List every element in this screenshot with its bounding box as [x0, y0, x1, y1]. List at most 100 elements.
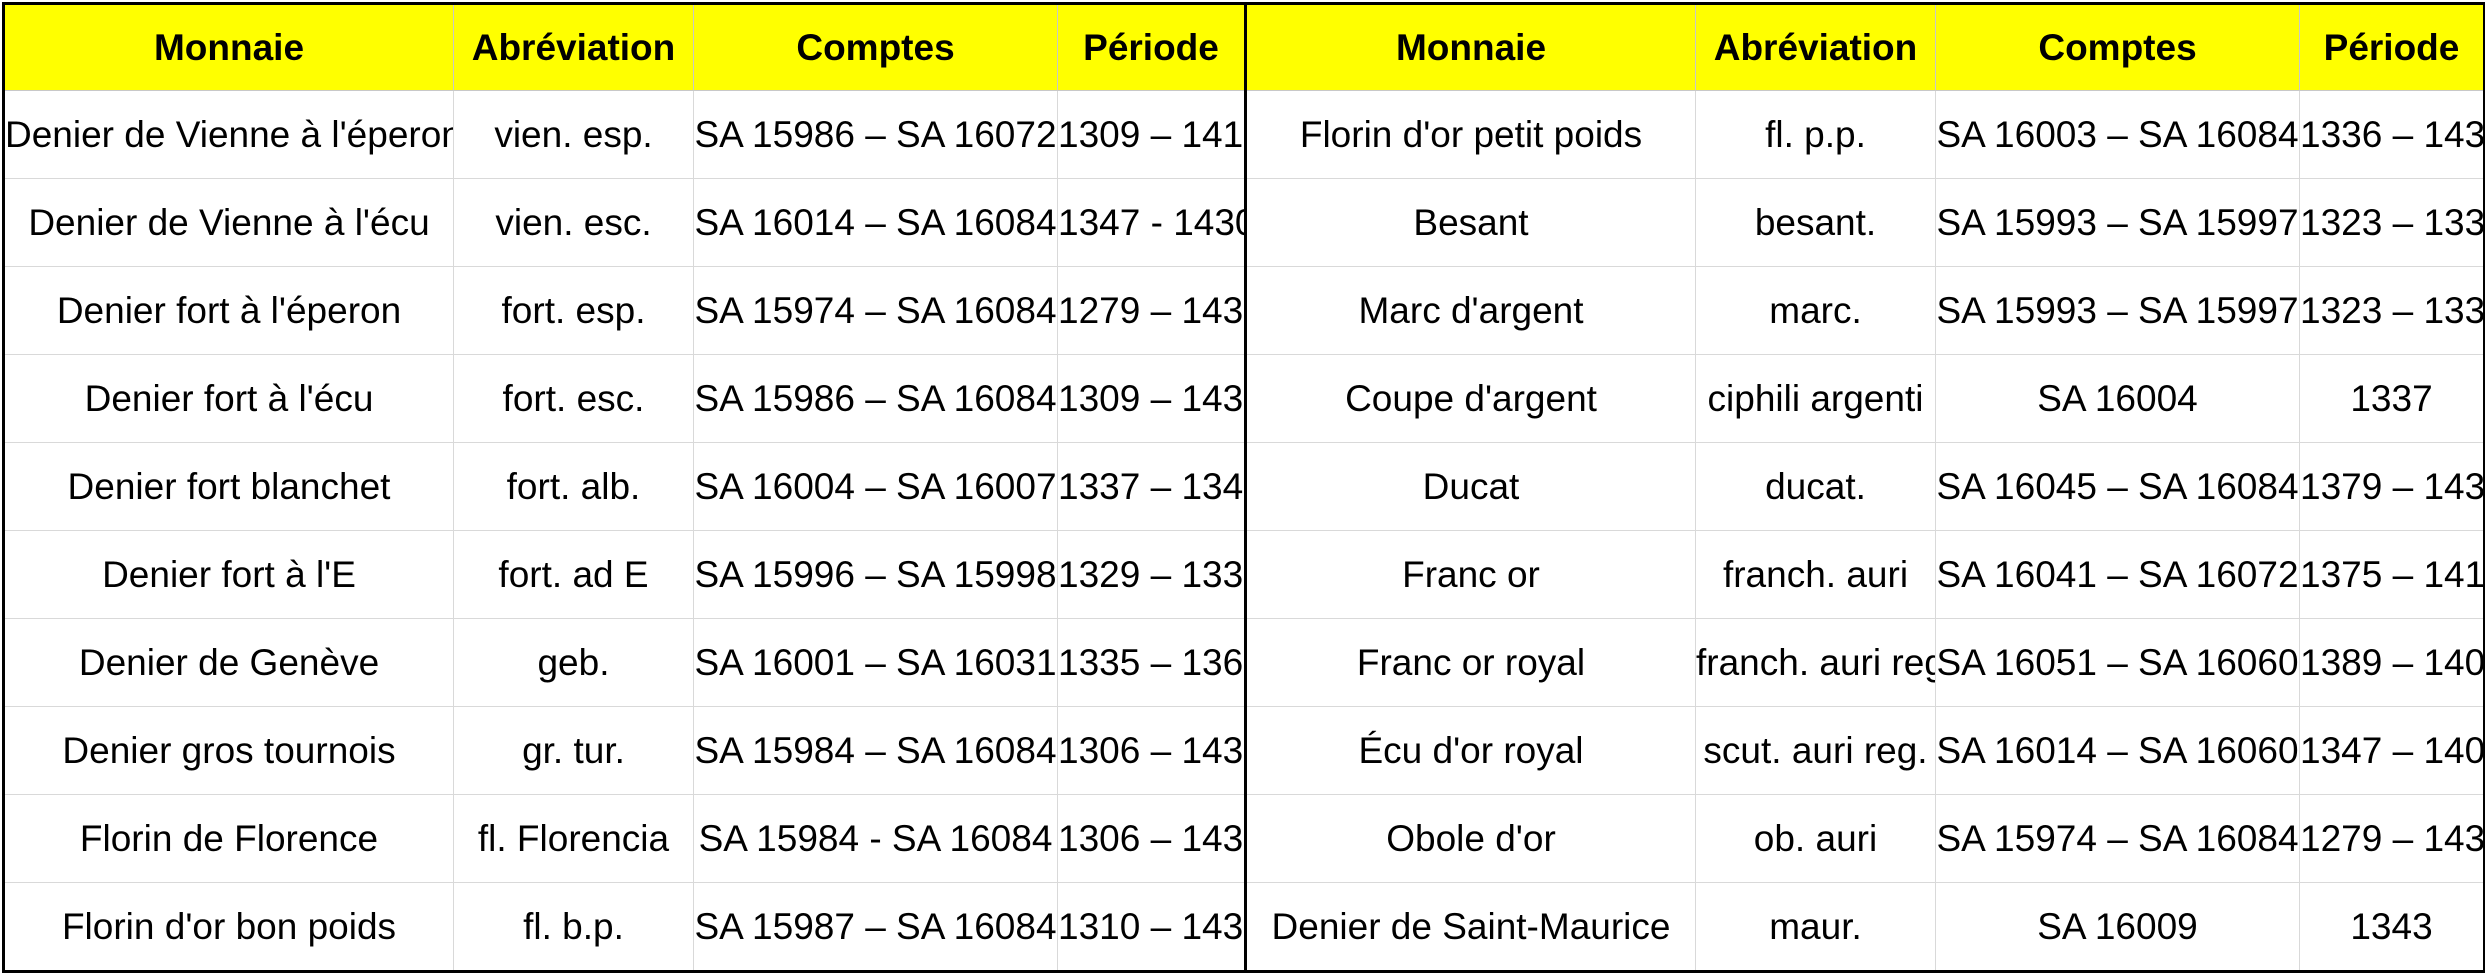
cell-monnaie: Franc or: [1244, 530, 1696, 619]
cell-periode: 1389 – 1405: [2299, 618, 2485, 707]
cell-periode: 1279 – 1430: [2299, 794, 2485, 883]
cell-monnaie: Coupe d'argent: [1244, 354, 1696, 443]
cell-monnaie: Denier de Vienne à l'éperon: [3, 90, 454, 179]
table-header: Monnaie Abréviation Comptes Période Monn…: [3, 3, 2485, 91]
cell-periode: 1329 – 1331: [1057, 530, 1246, 619]
cell-comptes: SA 16014 – SA 16060: [1935, 706, 2300, 795]
cell-periode: 1279 – 1430: [1057, 266, 1246, 355]
cell-monnaie: Florin de Florence: [3, 794, 454, 883]
table-body: Denier de Vienne à l'éperon vien. esp. SA …: [3, 90, 2485, 972]
cell-periode: 1337 – 1341: [1057, 442, 1246, 531]
cell-comptes: SA 15986 – SA 16084: [693, 354, 1058, 443]
cell-monnaie: Franc or royal: [1244, 618, 1696, 707]
cell-periode: 1379 – 1430: [2299, 442, 2485, 531]
table-row: Florin d'or bon poids fl. b.p. SA 15987 – …: [3, 882, 2485, 972]
cell-abreviation: maur.: [1695, 882, 1936, 972]
cell-abreviation: fl. b.p.: [453, 882, 694, 972]
cell-abreviation: fort. ad E: [453, 530, 694, 619]
cell-monnaie: Écu d'or royal: [1244, 706, 1696, 795]
cell-abreviation: fl. Florencia: [453, 794, 694, 883]
table-row: Denier fort à l'écu fort. esc. SA 15986 – …: [3, 354, 2485, 443]
cell-periode: 1310 – 1430: [1057, 882, 1246, 972]
table-row: Denier de Vienne à l'écu vien. esc. SA 160…: [3, 178, 2485, 267]
cell-abreviation: fort. esp.: [453, 266, 694, 355]
table-row: Florin de Florence fl. Florencia SA 15984 …: [3, 794, 2485, 883]
cell-periode: 1347 - 1430: [1057, 178, 1246, 267]
cell-monnaie: Denier fort à l'écu: [3, 354, 454, 443]
cell-comptes: SA 15993 – SA 15997: [1935, 266, 2300, 355]
cell-comptes: SA 16041 – SA 16072: [1935, 530, 2300, 619]
cell-comptes: SA 15984 - SA 16084: [693, 794, 1058, 883]
cell-periode: 1323 – 1330: [2299, 266, 2485, 355]
cell-periode: 1343: [2299, 882, 2485, 972]
cell-comptes: SA 16004 – SA 16007: [693, 442, 1058, 531]
cell-abreviation: marc.: [1695, 266, 1936, 355]
header-cell-abreviation: Abréviation: [453, 3, 694, 91]
cell-abreviation: ducat.: [1695, 442, 1936, 531]
table-row: Denier fort à l'éperon fort. esp. SA 15974…: [3, 266, 2485, 355]
cell-abreviation: fl. p.p.: [1695, 90, 1936, 179]
header-cell-monnaie: Monnaie: [3, 3, 454, 91]
table-row: Denier fort blanchet fort. alb. SA 16004 –…: [3, 442, 2485, 531]
table-row: Denier de Genève geb. SA 16001 – SA 16031 1…: [3, 618, 2485, 707]
cell-comptes: SA 15974 – SA 16084: [693, 266, 1058, 355]
header-cell-comptes: Comptes: [1935, 3, 2300, 91]
cell-periode: 1306 – 1430: [1057, 706, 1246, 795]
cell-monnaie: Denier fort à l'éperon: [3, 266, 454, 355]
cell-abreviation: fort. esc.: [453, 354, 694, 443]
cell-comptes: SA 15987 – SA 16084: [693, 882, 1058, 972]
cell-abreviation: besant.: [1695, 178, 1936, 267]
cell-abreviation: gr. tur.: [453, 706, 694, 795]
cell-periode: 1335 – 1366: [1057, 618, 1246, 707]
cell-monnaie: Denier de Genève: [3, 618, 454, 707]
cell-comptes: SA 16001 – SA 16031: [693, 618, 1058, 707]
cell-periode: 1347 – 1405: [2299, 706, 2485, 795]
cell-comptes: SA 16003 – SA 16084: [1935, 90, 2300, 179]
cell-abreviation: vien. esc.: [453, 178, 694, 267]
cell-comptes: SA 15984 – SA 16084: [693, 706, 1058, 795]
header-cell-monnaie: Monnaie: [1244, 3, 1696, 91]
cell-monnaie: Besant: [1244, 178, 1696, 267]
cell-monnaie: Denier de Vienne à l'écu: [3, 178, 454, 267]
cell-comptes: SA 16045 – SA 16084: [1935, 442, 2300, 531]
cell-periode: 1309 – 1430: [1057, 354, 1246, 443]
cell-monnaie: Florin d'or bon poids: [3, 882, 454, 972]
cell-abreviation: fort. alb.: [453, 442, 694, 531]
cell-periode: 1337: [2299, 354, 2485, 443]
cell-periode: 1336 – 1430: [2299, 90, 2485, 179]
header-cell-abreviation: Abréviation: [1695, 3, 1936, 91]
header-cell-comptes: Comptes: [693, 3, 1058, 91]
cell-monnaie: Marc d'argent: [1244, 266, 1696, 355]
header-cell-periode: Période: [2299, 3, 2485, 91]
cell-abreviation: ob. auri: [1695, 794, 1936, 883]
table-row: Denier fort à l'E fort. ad E SA 15996 – SA…: [3, 530, 2485, 619]
cell-abreviation: vien. esp.: [453, 90, 694, 179]
cell-comptes: SA 16014 – SA 16084: [693, 178, 1058, 267]
table-row: Denier gros tournois gr. tur. SA 15984 – S…: [3, 706, 2485, 795]
cell-comptes: SA 15996 – SA 15998: [693, 530, 1058, 619]
cell-monnaie: Obole d'or: [1244, 794, 1696, 883]
cell-abreviation: geb.: [453, 618, 694, 707]
cell-monnaie: Ducat: [1244, 442, 1696, 531]
cell-periode: 1323 – 1330: [2299, 178, 2485, 267]
cell-abreviation: franch. auri: [1695, 530, 1936, 619]
cell-monnaie: Denier fort blanchet: [3, 442, 454, 531]
cell-comptes: SA 15993 – SA 15997: [1935, 178, 2300, 267]
cell-comptes: SA 15986 – SA 16072: [693, 90, 1058, 179]
cell-abreviation: franch. auri reg.: [1695, 618, 1936, 707]
cell-monnaie: Denier de Saint-Maurice: [1244, 882, 1696, 972]
cell-periode: 1306 – 1430: [1057, 794, 1246, 883]
cell-monnaie: Denier gros tournois: [3, 706, 454, 795]
cell-abreviation: ciphili argenti: [1695, 354, 1936, 443]
table-row: Denier de Vienne à l'éperon vien. esp. SA …: [3, 90, 2485, 179]
cell-monnaie: Florin d'or petit poids: [1244, 90, 1696, 179]
header-row: Monnaie Abréviation Comptes Période Monn…: [3, 3, 2485, 91]
cell-comptes: SA 16051 – SA 16060: [1935, 618, 2300, 707]
cell-monnaie: Denier fort à l'E: [3, 530, 454, 619]
cell-periode: 1375 – 1417: [2299, 530, 2485, 619]
cell-comptes: SA 15974 – SA 16084: [1935, 794, 2300, 883]
cell-comptes: SA 16009: [1935, 882, 2300, 972]
header-cell-periode: Période: [1057, 3, 1246, 91]
cell-periode: 1309 – 1417: [1057, 90, 1246, 179]
